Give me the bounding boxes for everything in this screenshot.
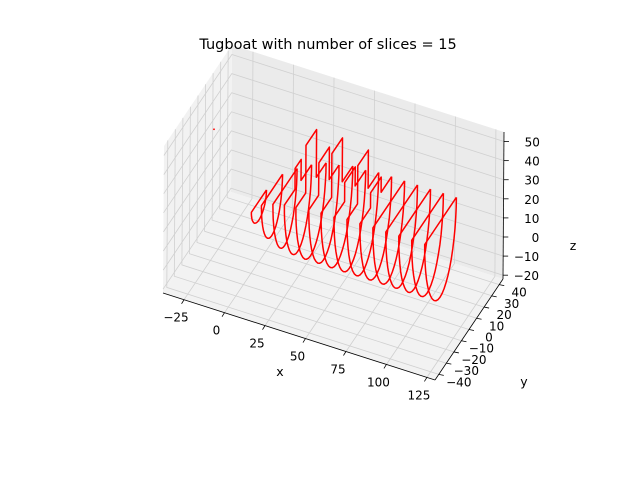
y-tick <box>468 329 475 331</box>
y-tick <box>438 373 444 376</box>
y-tick-label: −20 <box>461 353 486 367</box>
y-tick <box>446 362 452 365</box>
z-tick-label: 10 <box>524 212 539 226</box>
x-gridline <box>345 103 416 352</box>
x-axis-line <box>162 292 436 381</box>
z-gridline <box>162 168 504 271</box>
x-tick <box>181 299 185 304</box>
z-tick-label: 30 <box>524 174 539 188</box>
chart-title: Tugboat with number of slices = 15 <box>198 37 456 53</box>
z-gridline <box>162 149 504 252</box>
y-tick <box>476 317 482 320</box>
y-tick <box>491 295 497 298</box>
x-tick <box>424 377 428 382</box>
z-tick-label: 20 <box>524 193 539 207</box>
hull-slice-line <box>385 184 419 290</box>
series-layer <box>213 128 458 302</box>
y-gridline <box>173 129 447 364</box>
y-tick-label: −30 <box>454 364 479 378</box>
x-tick-label: 100 <box>367 376 390 390</box>
x-tick-label: −25 <box>163 311 188 325</box>
z-gridline <box>163 54 505 156</box>
x-gridline <box>224 64 294 313</box>
x-tick <box>302 338 306 343</box>
x-tick-label: 50 <box>290 350 305 364</box>
hull-slice-line <box>272 168 298 250</box>
x-tick <box>383 364 387 369</box>
z-axis-line <box>502 131 505 280</box>
x-gridline <box>426 129 497 378</box>
z-gridline <box>163 73 504 175</box>
y-gridline <box>219 61 492 297</box>
hull-slice-line <box>398 188 432 294</box>
hull-slice-line <box>423 196 458 302</box>
z-gridline <box>163 111 504 214</box>
x-tick <box>343 351 347 356</box>
y-tick-label: 30 <box>504 297 519 311</box>
y-tick <box>484 306 490 309</box>
y-tick-label: −40 <box>446 375 471 389</box>
hull-slice-line <box>346 149 380 277</box>
x-tick-label: 75 <box>330 363 345 377</box>
y-axis-label: y <box>520 374 528 389</box>
y-gridline <box>204 84 477 319</box>
x-tick <box>221 312 225 317</box>
hull-slice-line <box>295 128 327 260</box>
hull-slice-line <box>359 176 393 281</box>
y-gridline <box>211 73 485 308</box>
x-tick-label: 125 <box>407 388 430 402</box>
y-tick-label: 20 <box>496 308 511 322</box>
y-tick-label: 0 <box>485 331 493 345</box>
y-gridline <box>166 140 439 375</box>
y-tick <box>453 351 459 354</box>
hull-slice-line <box>250 189 268 224</box>
back-pane <box>231 45 504 279</box>
z-tick-label: −10 <box>514 250 539 264</box>
y-tick-label: −10 <box>469 342 494 356</box>
x-gridline <box>386 116 456 365</box>
hull-slice-line <box>333 166 367 273</box>
grid-lines <box>162 50 505 378</box>
z-gridline <box>163 92 504 194</box>
z-tick-label: 40 <box>525 155 540 169</box>
y-tick <box>461 340 467 343</box>
x-gridline <box>183 51 254 300</box>
x-tick-label: 25 <box>249 337 264 351</box>
z-tick-label: −20 <box>514 269 539 283</box>
y-tick-label: 10 <box>489 319 504 333</box>
tick-labels: −250255075100125−40−30−20−10010203040−20… <box>163 136 540 403</box>
y-gridline <box>181 117 455 353</box>
hull-slice-line <box>260 173 284 240</box>
y-tick <box>499 284 505 287</box>
y-tick-label: 40 <box>512 286 527 300</box>
y-gridline <box>196 95 470 330</box>
y-gridline <box>226 50 500 285</box>
x-gridline <box>264 77 335 326</box>
z-axis-label: z <box>570 238 577 253</box>
x-tick <box>262 325 266 330</box>
data-point <box>213 128 215 131</box>
z-gridline <box>163 130 504 233</box>
x-tick-label: 0 <box>213 324 221 338</box>
x-axis-label: x <box>276 364 283 379</box>
hull-slice-line <box>372 180 406 285</box>
z-tick-label: 0 <box>532 231 540 245</box>
hull-slice-line <box>308 146 340 265</box>
tick-marks <box>181 141 509 382</box>
hull-slice-line <box>283 158 313 256</box>
hull-slice-line <box>410 192 445 298</box>
z-tick-label: 50 <box>525 136 540 150</box>
y-gridline <box>188 106 462 342</box>
